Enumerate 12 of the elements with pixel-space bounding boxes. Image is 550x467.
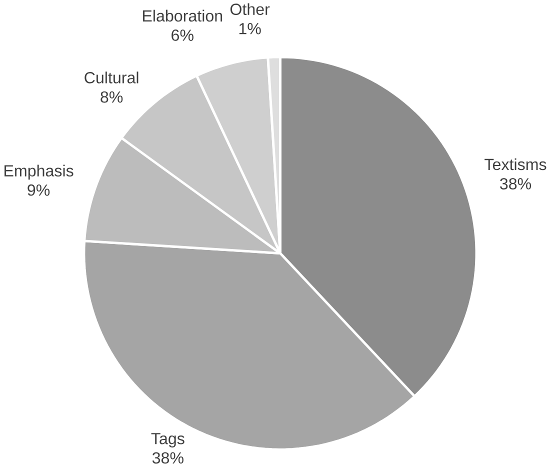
slice-label: Other xyxy=(230,3,270,16)
data-label: 38% xyxy=(152,452,184,464)
slice-label: Textisms xyxy=(484,158,546,170)
slice-label: Cultural xyxy=(84,72,138,84)
data-label: 38% xyxy=(500,178,532,190)
slice-label: Emphasis xyxy=(4,164,74,180)
slice-label: Elaboration xyxy=(143,10,222,22)
data-label: 8% xyxy=(100,91,123,103)
data-label: 6% xyxy=(172,30,194,42)
slice-label: Tags xyxy=(151,433,184,448)
data-label: 1% xyxy=(239,23,261,34)
data-label: 9% xyxy=(28,184,50,196)
